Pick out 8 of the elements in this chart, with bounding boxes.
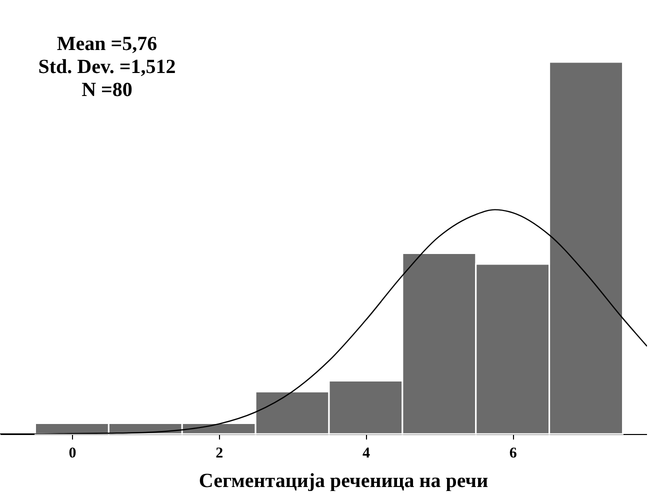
annotation: N =80 — [82, 79, 132, 101]
text: Mean =5,76 — [56, 33, 158, 55]
x-tick-label: 4 — [362, 446, 370, 462]
x-tick-label: 6 — [509, 446, 518, 462]
annotation: Std. Dev. =1,512 — [38, 56, 176, 78]
x-tick-label: 0 — [68, 446, 76, 462]
x-axis-title: Сегментација реченица на речи — [198, 470, 488, 492]
x-tick-label: 2 — [216, 446, 224, 462]
